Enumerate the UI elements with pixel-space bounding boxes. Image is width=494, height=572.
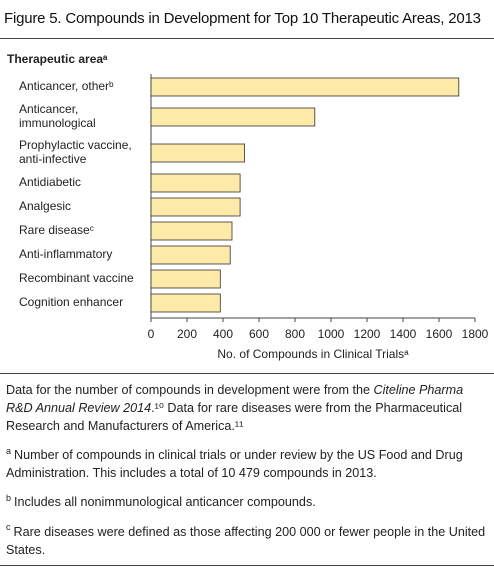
rule <box>0 38 494 39</box>
text: Citeline Pharma R&D Annual Review 2014 <box>6 383 464 415</box>
footnote-marker: a <box>6 446 12 456</box>
y-tick-label: Antidiabetic <box>19 175 81 189</box>
x-tick-label: 1200 <box>354 327 381 341</box>
y-tick-label: Rare diseaseᶜ <box>19 223 94 237</box>
footnote-text: Rare diseases were defined as those affe… <box>6 524 486 557</box>
x-axis-title: No. of Compounds in Clinical Trialsᵃ <box>217 347 409 361</box>
bar <box>150 269 221 289</box>
y-tick-label: Anticancer, immunological <box>19 102 96 130</box>
bar <box>150 143 245 163</box>
chart-title: Figure 5. Compounds in Development for T… <box>4 10 481 27</box>
bar <box>150 77 460 97</box>
bar <box>150 197 241 217</box>
y-axis-title: Therapeutic areaᵃ <box>7 52 108 66</box>
x-tick-label: 0 <box>148 327 155 341</box>
x-tick-label: 1800 <box>462 327 489 341</box>
chart: Therapeutic areaᵃ No. of Compounds in Cl… <box>7 52 489 361</box>
footnote-marker: b <box>6 493 12 504</box>
notes: Data for the number of compounds in deve… <box>6 381 488 566</box>
bar <box>150 173 241 193</box>
y-tick-label: Prophylactic vaccine, anti-infective <box>19 138 132 166</box>
y-tick-label: Anti-inflammatory <box>19 247 112 261</box>
rule <box>0 565 494 566</box>
footnote-marker: c <box>6 522 11 533</box>
x-tick-label: 800 <box>285 327 305 341</box>
bar <box>150 293 221 313</box>
y-tick-label: Anticancer, otherᵇ <box>19 79 114 93</box>
x-tick-label: 200 <box>177 327 197 341</box>
text: Data for the number of compounds in deve… <box>6 383 374 397</box>
footnote-text: Includes all nonimmunological anticancer… <box>14 495 316 510</box>
bar <box>150 245 231 265</box>
bar <box>150 107 316 127</box>
x-tick-label: 1400 <box>390 327 417 341</box>
footnote: a Number of compounds in clinical trials … <box>6 442 488 482</box>
footnote: b Includes all nonimmunological anticance… <box>6 489 488 511</box>
text: .¹⁰ Data for rare diseases were from the… <box>6 401 463 433</box>
y-tick-label: Cognition enhancer <box>19 295 123 309</box>
source-note: Data for the number of compounds in deve… <box>6 381 488 435</box>
rule <box>0 373 494 374</box>
y-tick-label: Recombinant vaccine <box>19 271 134 285</box>
x-tick-label: 600 <box>249 327 269 341</box>
x-tick-label: 400 <box>213 327 233 341</box>
footnote: c Rare diseases were defined as those aff… <box>6 518 488 558</box>
footnote-text: Number of compounds in clinical trials o… <box>6 448 463 481</box>
x-tick-label: 1000 <box>318 327 345 341</box>
bar <box>150 221 233 241</box>
y-tick-label: Analgesic <box>19 199 71 213</box>
x-tick-label: 1600 <box>426 327 453 341</box>
